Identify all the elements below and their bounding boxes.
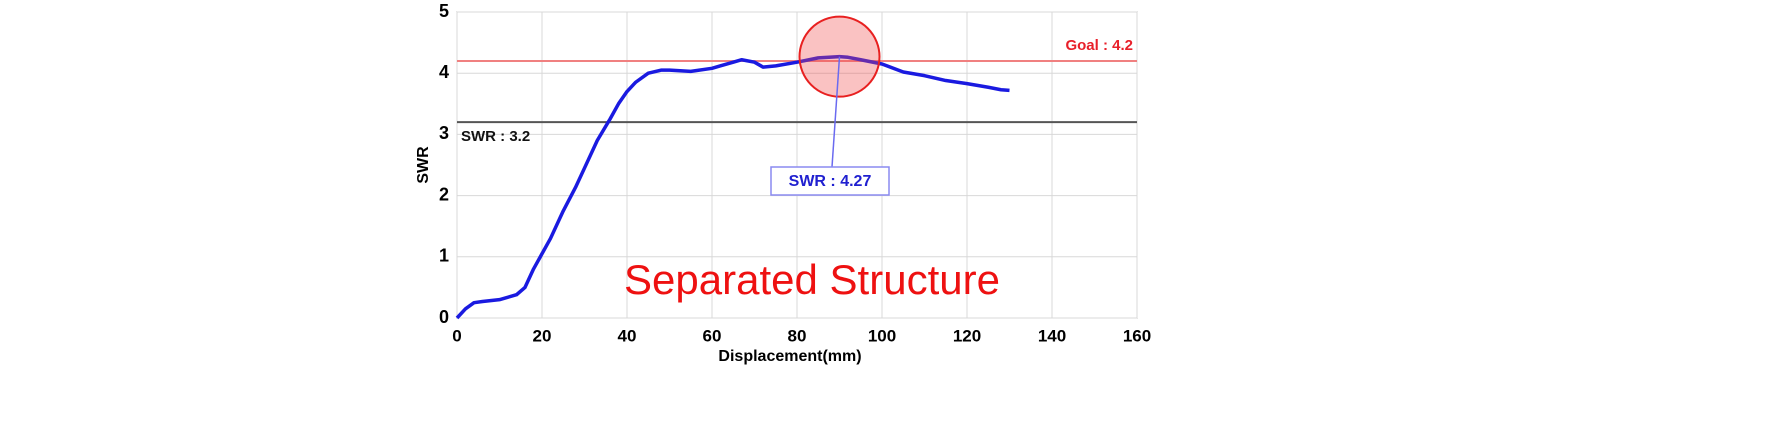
callout-leader: [831, 56, 841, 168]
callout-label: SWR : 4.27: [789, 173, 872, 190]
callout-box: [770, 166, 890, 196]
x-tick-label: 160: [1123, 326, 1151, 345]
x-tick-label: 20: [533, 326, 552, 345]
y-axis-label: SWR: [415, 146, 432, 184]
y-tick-label: 2: [439, 184, 449, 204]
x-tick-label: 100: [868, 326, 896, 345]
x-tick-label: 80: [788, 326, 807, 345]
x-tick-label: 140: [1038, 326, 1066, 345]
x-tick-label: 120: [953, 326, 981, 345]
reference-label: SWR : 3.2: [461, 128, 530, 145]
x-tick-label: 0: [452, 326, 461, 345]
y-tick-label: 3: [439, 123, 449, 143]
reference-label: Goal : 4.2: [1065, 37, 1133, 54]
x-axis-label: Displacement(mm): [718, 348, 861, 365]
y-tick-label: 1: [439, 246, 449, 266]
y-tick-label: 4: [439, 62, 449, 82]
y-tick-label: 5: [439, 1, 449, 21]
data-line: [455, 54, 1010, 320]
annotation: Separated Structure: [624, 256, 1000, 303]
x-tick-label: 60: [703, 326, 722, 345]
x-tick-label: 40: [618, 326, 637, 345]
y-tick-label: 0: [439, 307, 449, 327]
